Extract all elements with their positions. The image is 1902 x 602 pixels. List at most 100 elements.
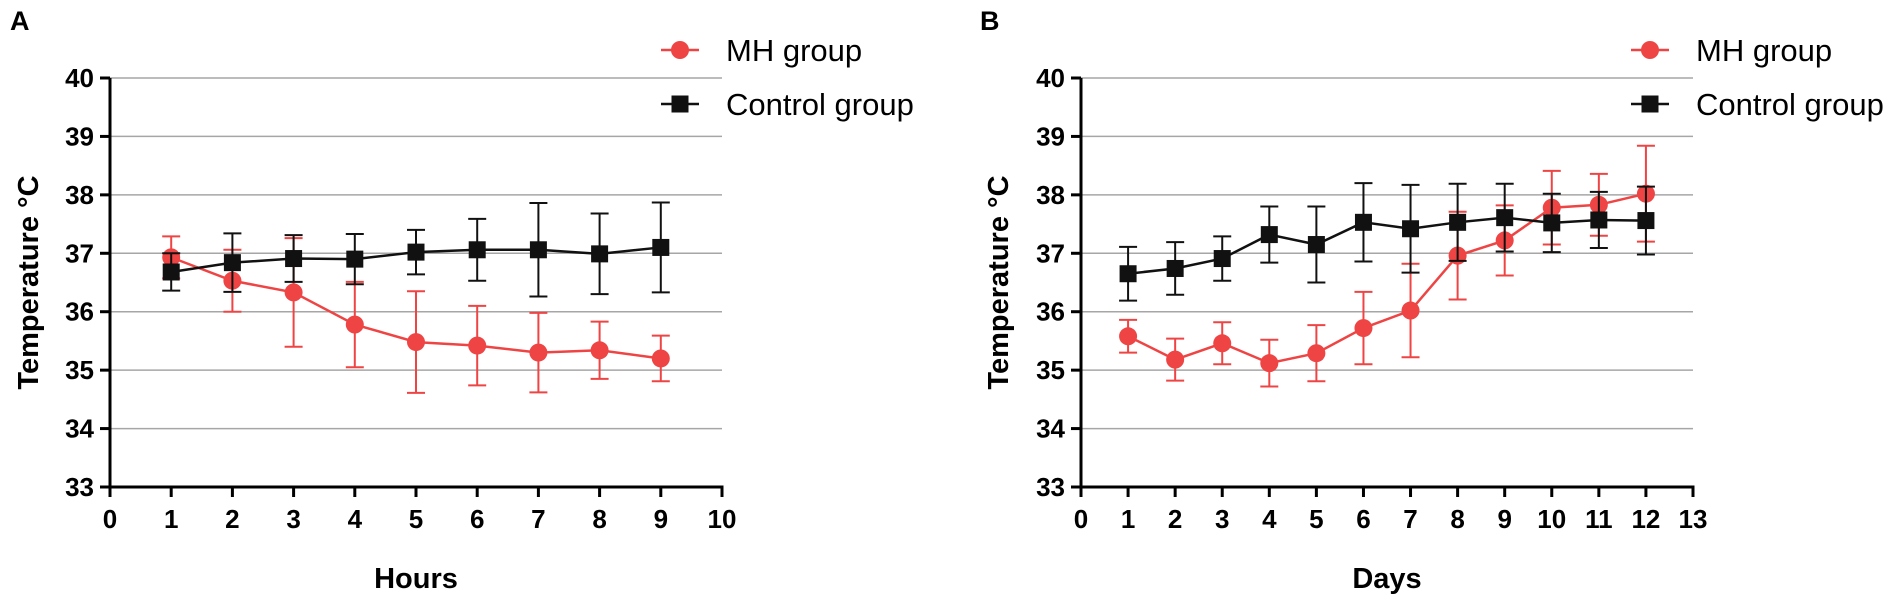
- data-point: [529, 343, 548, 362]
- x-tick-label: 11: [1585, 504, 1613, 534]
- y-tick-label: 39: [65, 121, 94, 151]
- y-tick-label: 34: [1036, 414, 1065, 444]
- data-point: [1496, 209, 1514, 227]
- x-tick-label: 0: [103, 504, 117, 534]
- data-point: [1449, 213, 1467, 231]
- data-point: [1307, 236, 1325, 254]
- data-point: [407, 243, 425, 261]
- x-axis-title: Days: [1352, 563, 1421, 595]
- legend-marker: [1641, 41, 1659, 59]
- x-tick-label: 13: [1679, 504, 1708, 534]
- data-point: [1213, 250, 1231, 268]
- x-tick-label: 5: [1309, 504, 1323, 534]
- x-tick-label: 7: [1403, 504, 1417, 534]
- data-point: [1401, 301, 1420, 320]
- data-point: [1166, 259, 1184, 277]
- data-point: [1213, 334, 1232, 353]
- legend-item-mh-group: MH group: [1631, 33, 1832, 68]
- data-point: [284, 283, 303, 302]
- x-tick-label: 4: [348, 504, 363, 534]
- data-point: [162, 263, 180, 281]
- x-tick-label: 0: [1074, 504, 1088, 534]
- legend-item-mh-group: MH group: [661, 33, 862, 68]
- y-tick-label: 39: [1036, 121, 1065, 151]
- x-tick-label: 6: [470, 504, 484, 534]
- legend-marker: [671, 95, 689, 113]
- y-tick-label: 36: [1036, 297, 1065, 327]
- x-tick-label: 4: [1262, 504, 1277, 534]
- data-point: [1590, 211, 1608, 229]
- y-tick-label: 33: [65, 472, 94, 502]
- data-point: [1119, 265, 1137, 283]
- x-tick-label: 1: [164, 504, 178, 534]
- x-tick-label: 7: [531, 504, 545, 534]
- x-tick-label: 5: [409, 504, 423, 534]
- data-point: [651, 349, 670, 368]
- y-tick-label: 34: [65, 414, 94, 444]
- legend-label: MH group: [1696, 33, 1832, 68]
- x-tick-label: 8: [1450, 504, 1464, 534]
- data-point: [346, 250, 364, 268]
- data-point: [1260, 354, 1279, 373]
- data-point: [590, 341, 609, 360]
- y-tick-label: 38: [65, 180, 94, 210]
- data-point: [1307, 344, 1326, 363]
- y-tick-label: 36: [65, 297, 94, 327]
- data-point: [591, 245, 609, 263]
- panel-label: B: [980, 6, 1000, 36]
- data-point: [1260, 226, 1278, 244]
- data-point: [468, 241, 486, 259]
- y-axis-title: Temperature °C: [13, 175, 45, 389]
- y-tick-label: 35: [1036, 355, 1065, 385]
- x-tick-label: 12: [1631, 504, 1660, 534]
- data-point: [1354, 213, 1372, 231]
- data-point: [407, 333, 425, 352]
- y-tick-label: 35: [65, 355, 94, 385]
- y-tick-label: 40: [1036, 63, 1065, 93]
- y-tick-label: 40: [65, 63, 94, 93]
- series-line: [1127, 216, 1646, 275]
- x-tick-label: 2: [1168, 504, 1182, 534]
- legend-label: Control group: [1696, 87, 1884, 122]
- y-tick-label: 37: [65, 238, 94, 268]
- x-tick-label: 10: [1537, 504, 1566, 534]
- y-tick-label: 38: [1036, 180, 1065, 210]
- series-control-group: [162, 201, 670, 298]
- x-tick-label: 6: [1356, 504, 1370, 534]
- data-point: [1166, 350, 1185, 369]
- panel-label: A: [10, 6, 30, 36]
- x-axis-title: Hours: [374, 563, 458, 595]
- series-line: [1127, 192, 1647, 365]
- legend-label: Control group: [726, 87, 914, 122]
- x-tick-label: 3: [286, 504, 300, 534]
- legend-item-control-group: Control group: [1631, 87, 1884, 122]
- x-tick-label: 8: [592, 504, 606, 534]
- data-point: [223, 254, 241, 272]
- data-point: [1119, 327, 1138, 346]
- x-tick-label: 9: [654, 504, 668, 534]
- y-tick-label: 33: [1036, 472, 1065, 502]
- series-control-group: [1119, 182, 1655, 302]
- data-point: [285, 250, 303, 268]
- series-mh-group: [1119, 144, 1655, 388]
- data-point: [529, 241, 547, 259]
- data-point: [1354, 319, 1373, 338]
- data-point: [345, 315, 364, 334]
- legend-marker: [671, 41, 689, 59]
- x-tick-label: 3: [1215, 504, 1229, 534]
- x-tick-label: 1: [1121, 504, 1135, 534]
- legend-item-control-group: Control group: [661, 87, 914, 122]
- y-axis-title: Temperature °C: [983, 175, 1015, 389]
- legend-marker: [1641, 95, 1659, 113]
- data-point: [652, 238, 670, 256]
- data-point: [1637, 212, 1655, 230]
- x-tick-label: 2: [225, 504, 239, 534]
- data-point: [1543, 214, 1561, 232]
- legend-label: MH group: [726, 33, 862, 68]
- y-tick-label: 37: [1036, 238, 1065, 268]
- x-tick-label: 10: [708, 504, 737, 534]
- data-point: [1402, 220, 1420, 238]
